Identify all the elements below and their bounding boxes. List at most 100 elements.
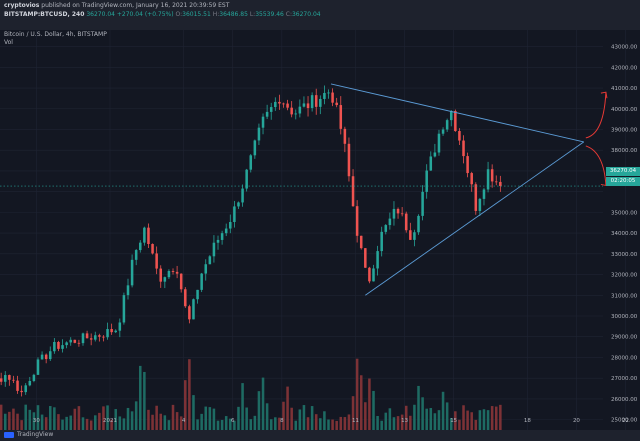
candle-body [200, 273, 203, 290]
author-name[interactable]: cryptovios [4, 2, 40, 9]
candle-body [490, 169, 494, 182]
candle-body [482, 189, 486, 199]
volume-bar [282, 401, 285, 430]
candle-body [458, 131, 461, 141]
volume-bar [494, 406, 498, 430]
price-tick-label: 28000.00 [611, 355, 638, 361]
volume-bar [286, 386, 289, 430]
candle-body [331, 92, 334, 103]
candle-body [89, 338, 93, 340]
volume-bar [81, 417, 85, 430]
volume-bar [167, 420, 171, 430]
volume-bar [429, 408, 433, 430]
volume-bar [466, 410, 469, 430]
candle-body [134, 250, 138, 260]
close-value: 36270.04 [291, 11, 321, 18]
volume-bar [249, 419, 253, 430]
volume-bar [114, 409, 117, 430]
volume-bar [130, 411, 134, 430]
candle-body [462, 140, 465, 157]
candle-body [130, 259, 134, 286]
volume-bar [36, 405, 40, 430]
candle-body [425, 170, 428, 192]
volume-bar [486, 410, 490, 430]
tradingview-logo[interactable]: TradingView [4, 431, 53, 438]
volume-bar [302, 405, 306, 430]
candle-body [102, 336, 105, 338]
volume-bar [204, 406, 208, 430]
candle-body [327, 92, 330, 94]
volume-bar [470, 412, 473, 430]
volume-bar [355, 358, 359, 430]
volume-bar [409, 415, 412, 430]
time-tick-label: 4 [182, 418, 186, 424]
volume-bar [306, 417, 310, 430]
price-chart[interactable]: 25000.00 26000.00 27000.00 28000.00 29000.00… [0, 30, 640, 430]
volume-bar [400, 414, 404, 430]
volume-bar [351, 396, 355, 430]
candle-body [28, 380, 32, 386]
candle-body [241, 188, 244, 203]
candle-body [81, 333, 85, 344]
candle-body [220, 233, 224, 240]
candle-body [139, 242, 142, 251]
price-tick-label: 40000.00 [611, 107, 638, 113]
volume-bar [28, 409, 32, 430]
volume-label: Vol [4, 39, 13, 46]
volume-bar [175, 412, 179, 430]
candle-body [151, 244, 154, 254]
volume-bar [200, 413, 203, 430]
candle-body [61, 345, 64, 349]
volume-bar [192, 395, 195, 430]
volume-bar [380, 420, 383, 430]
volume-bar [122, 418, 126, 430]
upper-trendline [330, 83, 584, 143]
publish-header: cryptovios published on TradingView.com,… [0, 0, 640, 30]
up-projection-arrow [585, 92, 607, 139]
volume-bar [396, 416, 400, 430]
price-change: +270.04 (+0.75%) [116, 11, 174, 18]
volume-bar [163, 415, 167, 430]
volume-bar [425, 408, 428, 430]
volume-bar [118, 416, 122, 430]
volume-bar [359, 375, 363, 430]
candle-body [335, 102, 338, 106]
candle-body [36, 359, 40, 375]
candle-body [196, 289, 199, 300]
last-price: 36270.04 [86, 11, 115, 18]
candle-body [40, 354, 44, 360]
candle-body [184, 289, 187, 307]
candle-body [110, 329, 113, 333]
candle-body [48, 351, 52, 360]
candle-body [282, 103, 285, 105]
volume-bar [323, 411, 326, 430]
volume-bar [269, 419, 273, 430]
chart-title: Bitcoin / U.S. Dollar, 4h, BITSTAMP [4, 31, 107, 38]
down-projection-arrow [585, 145, 607, 186]
time-tick-label: 18 [524, 418, 531, 424]
volume-bar [327, 419, 330, 430]
volume-bar [179, 416, 183, 430]
volume-bar [188, 359, 191, 430]
volume-bar [245, 407, 248, 430]
candle-body [175, 271, 179, 274]
volume-bar [319, 418, 322, 430]
price-tick-label: 39000.00 [611, 127, 638, 133]
candle-body [302, 103, 306, 107]
volume-bar [216, 420, 220, 430]
candle-body [171, 271, 175, 272]
publish-details: published on TradingView.com, January 16… [39, 2, 230, 9]
candle-body [155, 253, 158, 269]
price-tick-label: 41000.00 [611, 86, 638, 92]
candle-body [433, 152, 437, 157]
candle-body [118, 322, 122, 331]
time-tick-label: 8 [280, 418, 284, 424]
volume-bar [462, 405, 465, 430]
volume-bar [310, 406, 314, 430]
candle-body [179, 273, 183, 290]
candle-body [445, 120, 449, 130]
candle-body [69, 339, 72, 343]
candle-body [384, 225, 388, 232]
ohlc-line: BITSTAMP:BTCUSD, 240 36270.04 +270.04 (+… [4, 11, 321, 18]
volume-bar [212, 408, 216, 430]
